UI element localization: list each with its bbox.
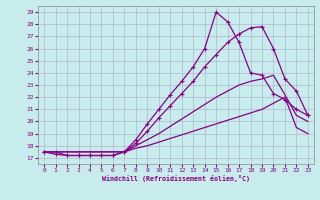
X-axis label: Windchill (Refroidissement éolien,°C): Windchill (Refroidissement éolien,°C) (102, 175, 250, 182)
